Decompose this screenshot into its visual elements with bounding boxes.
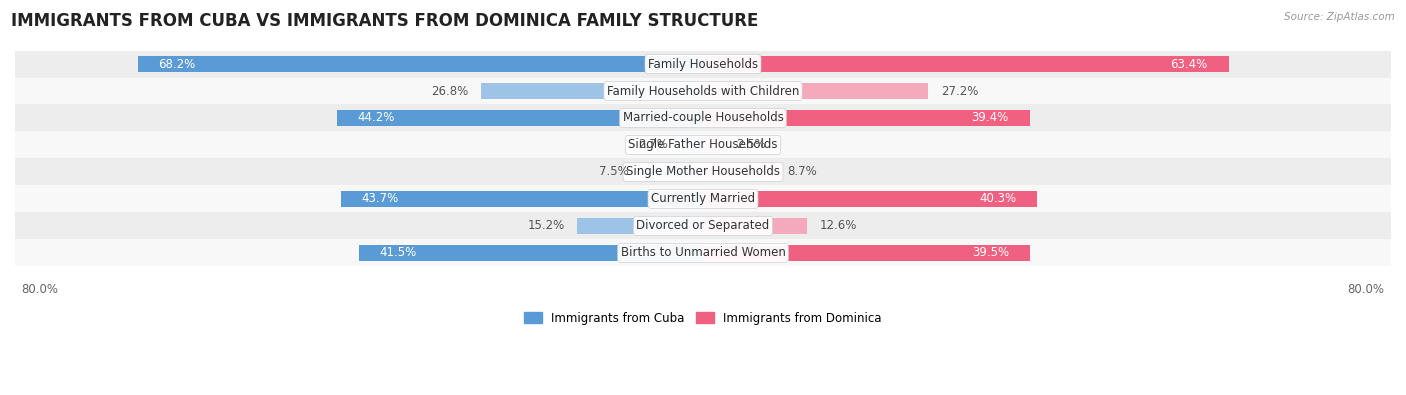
Text: Single Father Households: Single Father Households (628, 139, 778, 151)
Bar (703, 164, 775, 180)
Bar (576, 218, 703, 234)
Bar (703, 137, 724, 153)
Text: IMMIGRANTS FROM CUBA VS IMMIGRANTS FROM DOMINICA FAMILY STRUCTURE: IMMIGRANTS FROM CUBA VS IMMIGRANTS FROM … (11, 12, 759, 30)
Text: Family Households with Children: Family Households with Children (607, 85, 799, 98)
Bar (681, 137, 703, 153)
Bar (0, 213, 1406, 239)
Text: Family Households: Family Households (648, 58, 758, 71)
Text: Single Mother Households: Single Mother Households (626, 166, 780, 179)
Bar (703, 56, 1229, 72)
Text: 41.5%: 41.5% (380, 246, 418, 260)
Bar (0, 239, 1406, 266)
Legend: Immigrants from Cuba, Immigrants from Dominica: Immigrants from Cuba, Immigrants from Do… (519, 307, 887, 329)
Bar (703, 191, 1038, 207)
Text: 2.7%: 2.7% (638, 139, 668, 151)
Bar (0, 158, 1406, 185)
Text: Divorced or Separated: Divorced or Separated (637, 219, 769, 232)
Text: 27.2%: 27.2% (941, 85, 979, 98)
Bar (0, 132, 1406, 158)
Bar (340, 191, 703, 207)
Text: 39.4%: 39.4% (972, 111, 1010, 124)
Bar (138, 56, 703, 72)
Text: 26.8%: 26.8% (432, 85, 468, 98)
Text: Births to Unmarried Women: Births to Unmarried Women (620, 246, 786, 260)
Text: 39.5%: 39.5% (973, 246, 1010, 260)
Text: 12.6%: 12.6% (820, 219, 858, 232)
Text: 8.7%: 8.7% (787, 166, 817, 179)
Bar (0, 51, 1406, 77)
Text: 68.2%: 68.2% (159, 58, 195, 71)
Text: Currently Married: Currently Married (651, 192, 755, 205)
Bar (336, 110, 703, 126)
Text: 63.4%: 63.4% (1171, 58, 1208, 71)
Bar (641, 164, 703, 180)
Text: 44.2%: 44.2% (357, 111, 395, 124)
Bar (703, 218, 807, 234)
Bar (0, 77, 1406, 105)
Text: Married-couple Households: Married-couple Households (623, 111, 783, 124)
Text: 2.5%: 2.5% (737, 139, 766, 151)
Bar (359, 245, 703, 261)
Bar (0, 185, 1406, 213)
Bar (703, 110, 1029, 126)
Text: 43.7%: 43.7% (361, 192, 399, 205)
Bar (481, 83, 703, 99)
Bar (703, 245, 1031, 261)
Text: Source: ZipAtlas.com: Source: ZipAtlas.com (1284, 12, 1395, 22)
Text: 15.2%: 15.2% (527, 219, 565, 232)
Text: 7.5%: 7.5% (599, 166, 628, 179)
Bar (703, 83, 928, 99)
Text: 40.3%: 40.3% (979, 192, 1017, 205)
Bar (0, 105, 1406, 132)
